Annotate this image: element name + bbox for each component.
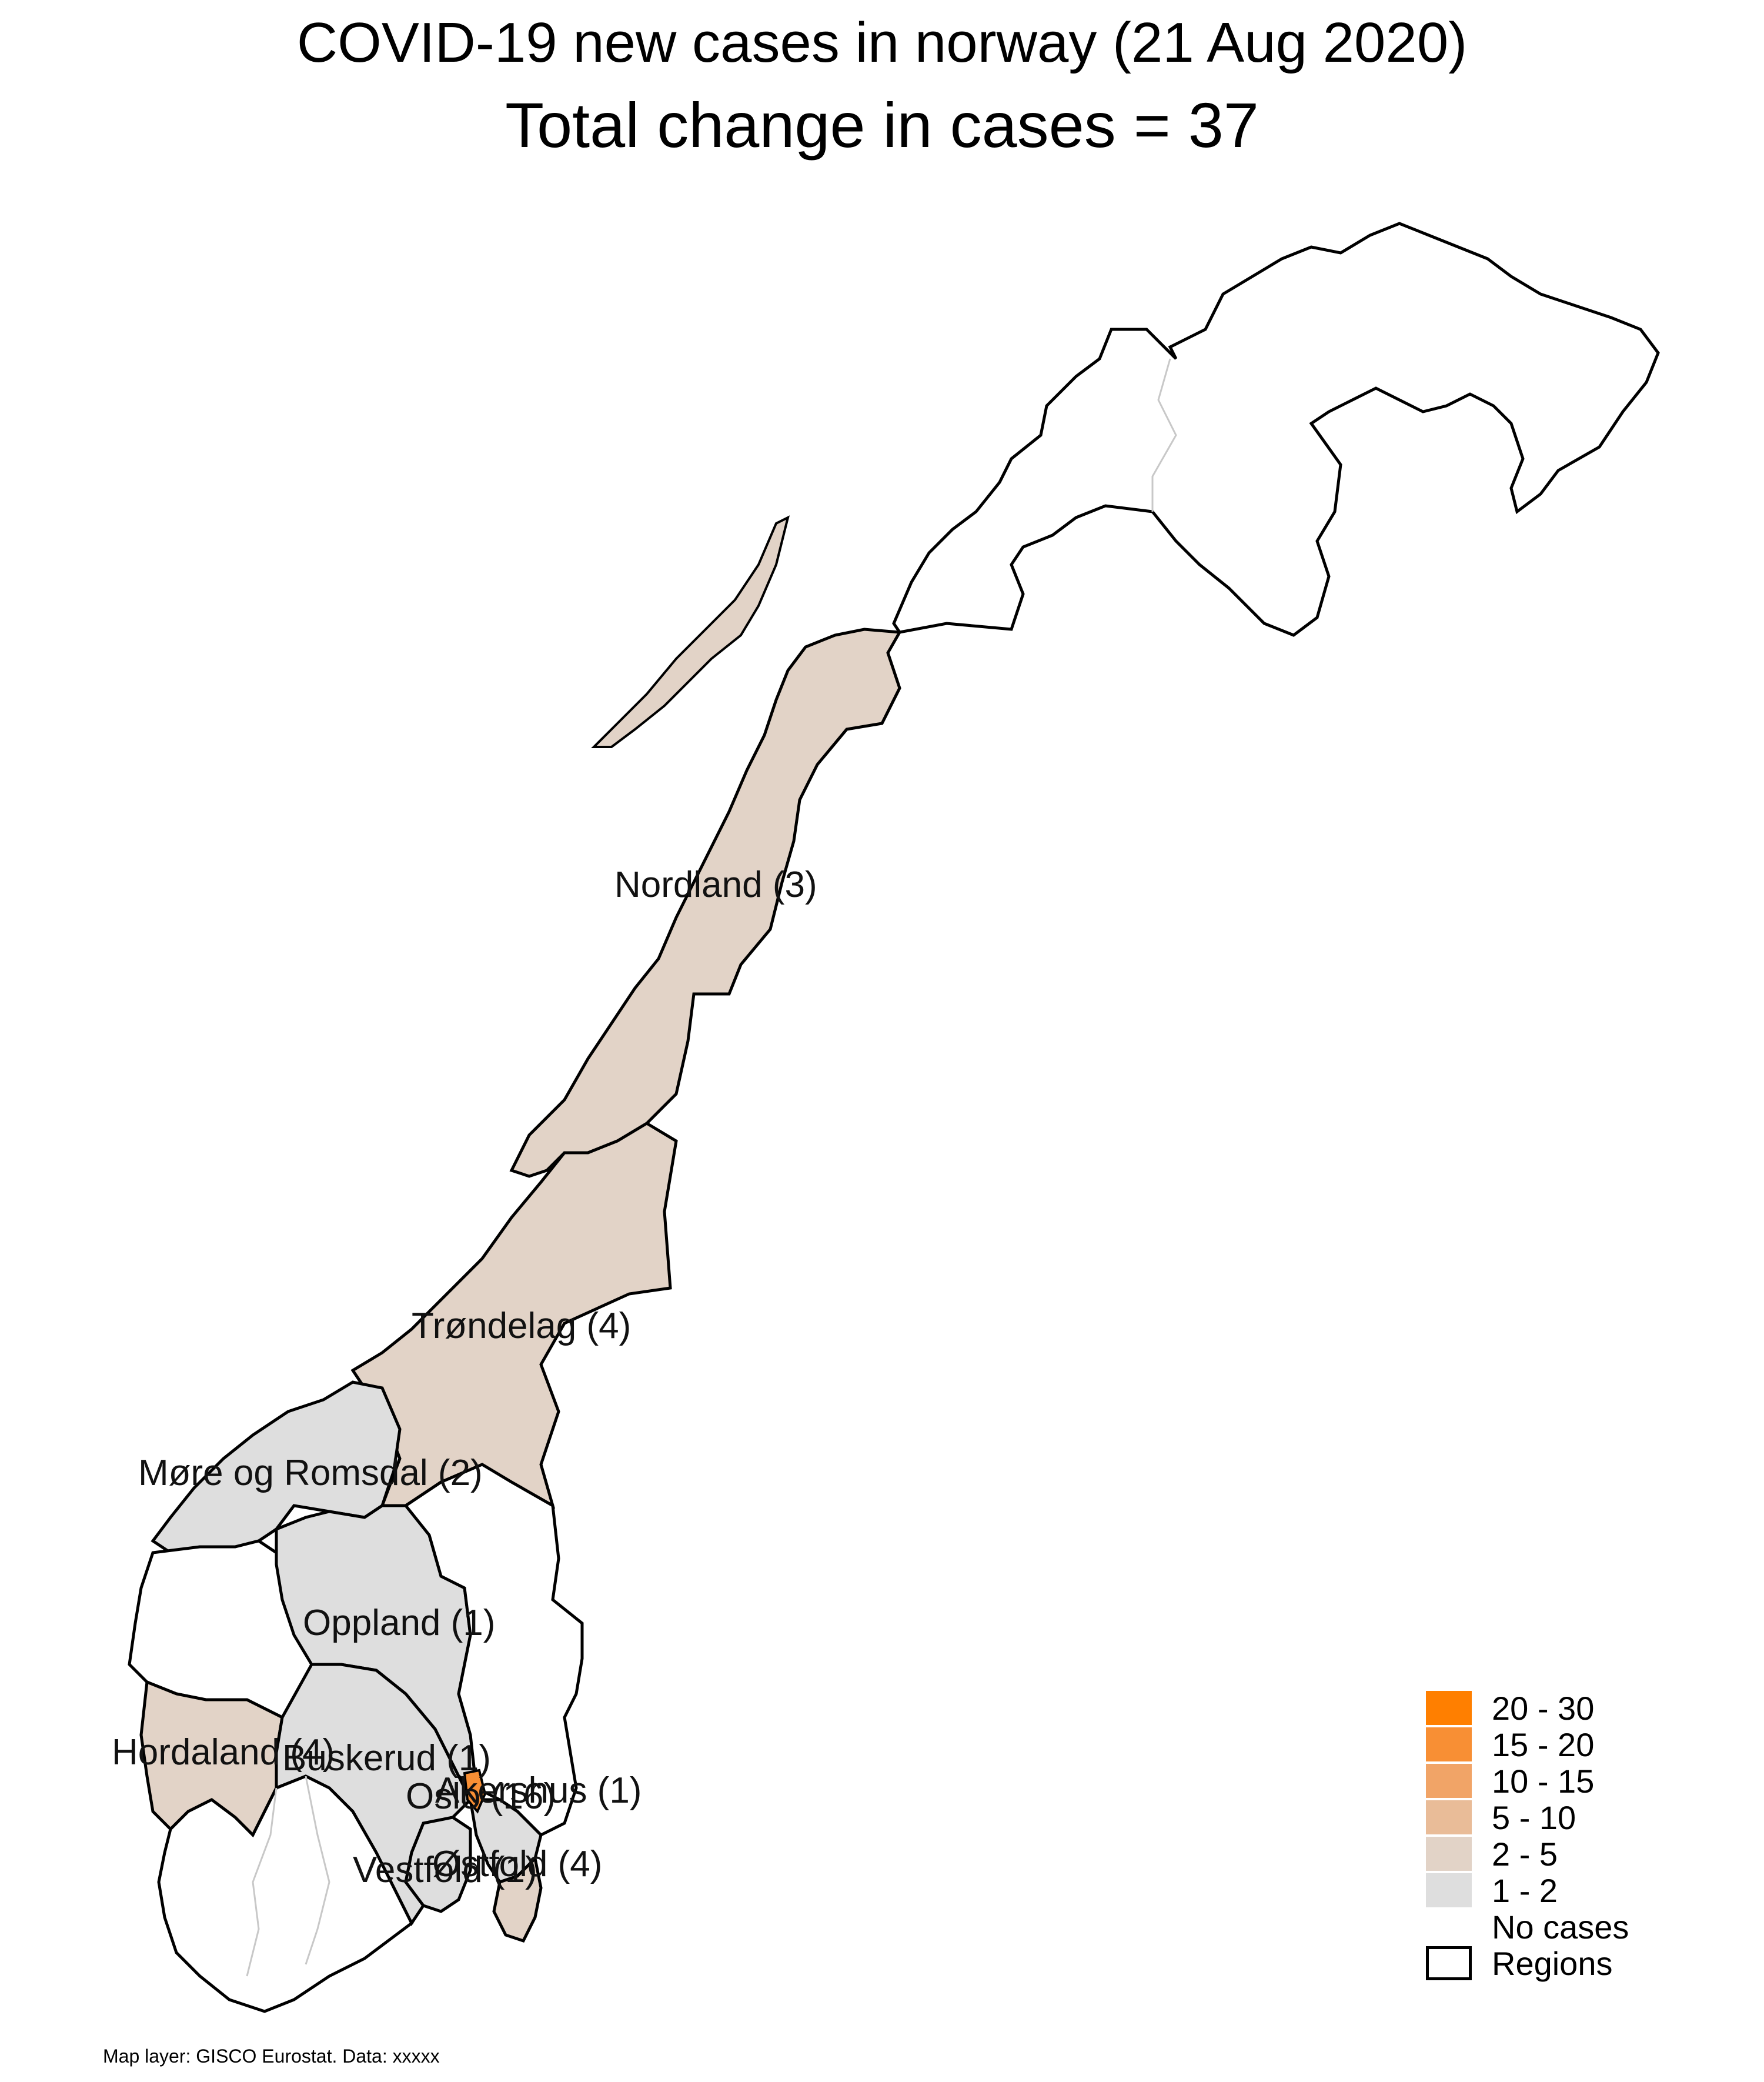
region-lofoten — [591, 515, 790, 748]
legend-swatch — [1426, 1910, 1472, 1944]
label-more-og-romsdal: Møre og Romsdal (2) — [138, 1453, 483, 1493]
legend-label: 20 - 30 — [1492, 1690, 1595, 1727]
legend-label: 10 - 15 — [1492, 1763, 1595, 1800]
legend-item: 2 - 5 — [1426, 1837, 1661, 1872]
legend-swatch — [1426, 1837, 1472, 1871]
legend-label: No cases — [1492, 1909, 1629, 1946]
inner-border-agder — [246, 1776, 330, 1977]
region-nordland — [509, 628, 903, 1178]
label-ostfold: Østfold (4) — [432, 1844, 602, 1884]
legend-item: No cases — [1426, 1910, 1661, 1945]
legend-swatch — [1426, 1873, 1472, 1907]
region-finnmark — [892, 222, 1660, 637]
legend-label: 5 - 10 — [1492, 1799, 1576, 1836]
legend-item: 10 - 15 — [1426, 1764, 1661, 1799]
footer-credits: Map layer: GISCO Eurostat. Data: xxxxx — [103, 2046, 440, 2067]
region-oslo — [463, 1769, 487, 1814]
label-akershus: Akershus (1) — [435, 1770, 642, 1811]
legend-swatch — [1426, 1727, 1472, 1761]
label-oslo: Oslo (16) — [406, 1776, 556, 1817]
map-title: COVID-19 new cases in norway (21 Aug 202… — [296, 11, 1468, 74]
label-hordaland: Hordaland (4) — [112, 1732, 335, 1773]
region-ostfold — [492, 1855, 543, 1943]
region-southern-no-cases — [157, 1774, 414, 2013]
label-buskerud: Buskerud (1) — [282, 1738, 491, 1779]
region-trondelag — [350, 1122, 678, 1509]
legend-item: Regions — [1426, 1946, 1661, 1981]
region-vestfold — [404, 1816, 472, 1913]
map-subtitle-total: Total change in cases = 37 — [505, 89, 1259, 161]
label-trondelag: Trøndelag (4) — [412, 1306, 631, 1346]
inner-border-troms — [1151, 358, 1177, 512]
legend-item: 15 - 20 — [1426, 1727, 1661, 1763]
region-hedmark — [403, 1463, 584, 1837]
legend-label: 2 - 5 — [1492, 1836, 1558, 1873]
legend-label: 15 - 20 — [1492, 1726, 1595, 1763]
legend-swatch — [1426, 1764, 1472, 1798]
legend-item: 5 - 10 — [1426, 1800, 1661, 1836]
legend-swatch — [1426, 1691, 1472, 1725]
legend-swatch — [1426, 1800, 1472, 1834]
label-vestfold: Vestfold (1) — [353, 1850, 537, 1890]
label-nordland: Nordland (3) — [614, 865, 817, 905]
legend-label: 1 - 2 — [1492, 1872, 1558, 1909]
legend-label-regions: Regions — [1492, 1945, 1613, 1982]
legend-swatch-regions — [1426, 1946, 1472, 1980]
legend-item: 20 - 30 — [1426, 1691, 1661, 1726]
legend-item: 1 - 2 — [1426, 1873, 1661, 1909]
label-oppland: Oppland (1) — [303, 1603, 495, 1643]
